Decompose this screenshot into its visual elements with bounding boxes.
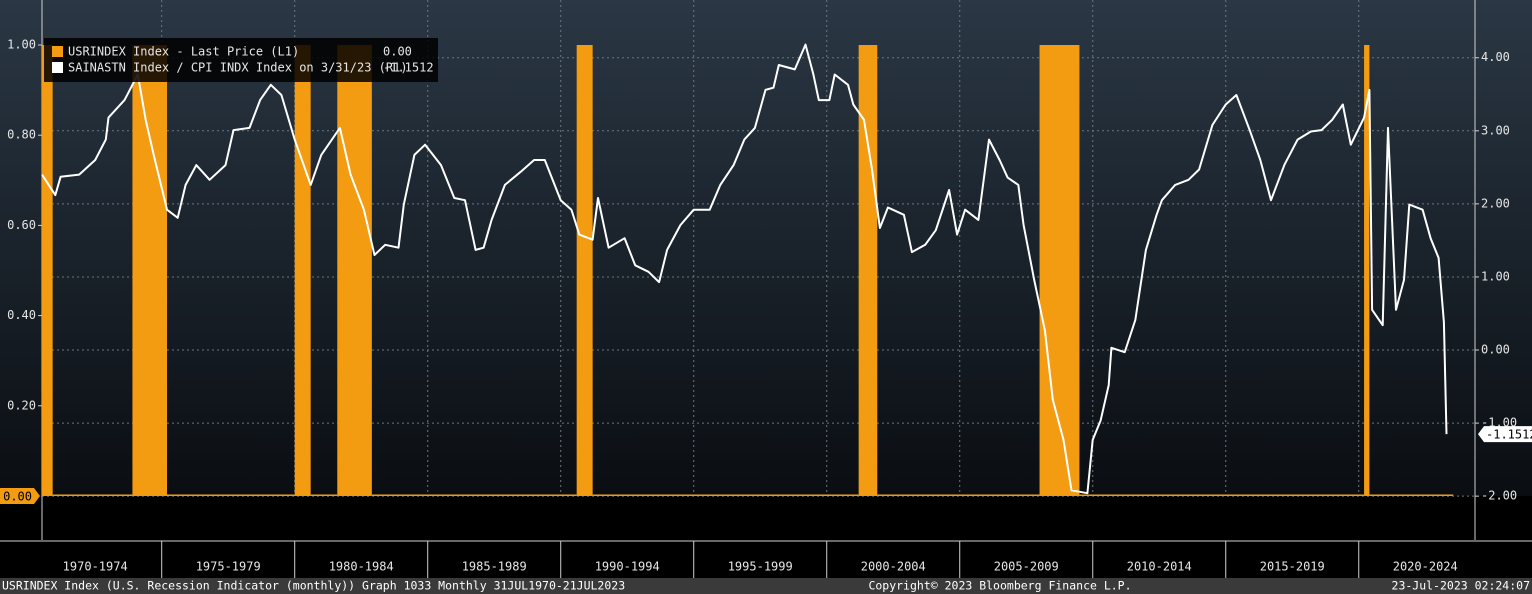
y2-tick-label: 3.00 — [1481, 123, 1510, 137]
last-value-tag — [1478, 426, 1532, 443]
legend-last-value: -1.1512 — [383, 61, 434, 75]
y-tick-label: 1.00 — [7, 38, 36, 52]
recession-bar — [310, 494, 338, 496]
last-value-tag — [0, 487, 40, 504]
recession-bar — [1369, 494, 1454, 496]
recession-bar — [1079, 494, 1365, 496]
y2-tick-label: 1.00 — [1481, 269, 1510, 283]
last-value-label: -1.1512 — [1486, 428, 1532, 442]
footer-left: USRINDEX Index (U.S. Recession Indicator… — [2, 579, 625, 593]
data-line — [41, 43, 1448, 495]
x-period-label: 2020-2024 — [1393, 560, 1458, 574]
x-period-label: 1985-1989 — [462, 560, 527, 574]
x-period-label: 1970-1974 — [63, 560, 128, 574]
footer-bar — [0, 578, 1532, 594]
legend-box — [44, 38, 438, 82]
recession-bar — [42, 45, 53, 496]
recession-bar — [1039, 45, 1080, 496]
footer-right: 23-Jul-2023 02:24:07 — [1392, 579, 1531, 593]
recession-bar — [576, 45, 593, 496]
x-period-label: 2010-2014 — [1127, 560, 1192, 574]
x-period-label: 1995-1999 — [728, 560, 793, 574]
y2-tick-label: 0.00 — [1481, 343, 1510, 357]
below-zero-band — [0, 495, 1532, 578]
legend-swatch — [52, 46, 63, 57]
recession-bar — [337, 45, 372, 496]
x-period-label: 2000-2004 — [861, 560, 926, 574]
y-tick-label: 0.20 — [7, 398, 36, 412]
recession-bar — [371, 494, 577, 496]
recession-bar — [52, 494, 133, 496]
recession-bar — [1364, 45, 1370, 496]
legend-label: USRINDEX Index - Last Price (L1) — [68, 45, 299, 59]
x-period-label: 1990-1994 — [595, 560, 660, 574]
legend-label: SAINASTN Index / CPI INDX Index on 3/31/… — [68, 61, 408, 75]
footer-center: Copyright© 2023 Bloomberg Finance L.P. — [868, 579, 1131, 593]
last-value-label: 0.00 — [3, 489, 32, 503]
legend: USRINDEX Index - Last Price (L1) 0.00 SAIN… — [44, 38, 438, 82]
y2-tick-label: 2.00 — [1481, 196, 1510, 210]
y-tick-label: 0.80 — [7, 128, 36, 142]
x-period-label: 2015-2019 — [1260, 560, 1325, 574]
y2-tick-label: 4.00 — [1481, 50, 1510, 64]
x-period-label: 2005-2009 — [994, 560, 1059, 574]
recession-bar — [858, 45, 878, 496]
recession-bar — [592, 494, 859, 496]
y2-tick-label: -1.00 — [1481, 416, 1517, 430]
recession-bar — [294, 45, 311, 496]
background — [0, 0, 1532, 578]
x-period-label: 1980-1984 — [329, 560, 394, 574]
recession-bar — [132, 45, 168, 496]
y-tick-label: 0.40 — [7, 308, 36, 322]
x-period-label: 1975-1979 — [196, 560, 261, 574]
y-tick-label: 0.60 — [7, 218, 36, 232]
recession-bar — [877, 494, 1040, 496]
recession-bar — [167, 494, 295, 496]
legend-swatch — [52, 62, 63, 73]
y2-tick-label: -2.00 — [1481, 489, 1517, 503]
legend-last-value: 0.00 — [383, 45, 412, 59]
